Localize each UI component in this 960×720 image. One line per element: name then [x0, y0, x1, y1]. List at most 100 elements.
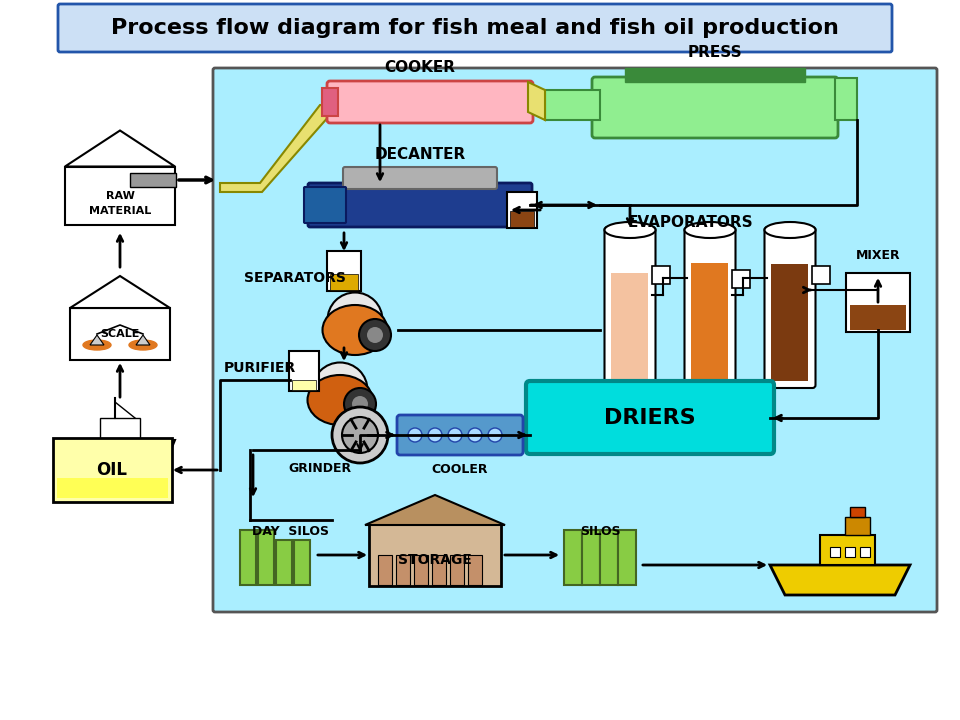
- FancyBboxPatch shape: [450, 555, 464, 585]
- Polygon shape: [90, 335, 104, 345]
- FancyBboxPatch shape: [369, 524, 501, 586]
- FancyBboxPatch shape: [526, 381, 774, 454]
- Circle shape: [488, 428, 502, 442]
- FancyBboxPatch shape: [432, 555, 446, 585]
- Polygon shape: [365, 495, 505, 525]
- FancyBboxPatch shape: [213, 68, 937, 612]
- Text: PRESS: PRESS: [687, 45, 742, 60]
- FancyBboxPatch shape: [545, 90, 600, 120]
- FancyBboxPatch shape: [845, 547, 855, 557]
- FancyBboxPatch shape: [564, 530, 582, 585]
- FancyBboxPatch shape: [820, 535, 875, 565]
- Text: DECANTER: DECANTER: [374, 147, 466, 162]
- FancyBboxPatch shape: [582, 530, 600, 585]
- FancyBboxPatch shape: [845, 517, 870, 535]
- Bar: [732, 270, 751, 288]
- Polygon shape: [65, 130, 175, 166]
- Text: Process flow diagram for fish meal and fish oil production: Process flow diagram for fish meal and f…: [111, 18, 839, 38]
- Bar: [812, 266, 830, 284]
- Circle shape: [468, 428, 482, 442]
- Circle shape: [428, 428, 442, 442]
- Circle shape: [367, 327, 383, 343]
- Text: OIL: OIL: [97, 461, 128, 479]
- FancyBboxPatch shape: [276, 540, 292, 585]
- FancyBboxPatch shape: [70, 308, 170, 360]
- Text: STORAGE: STORAGE: [398, 553, 472, 567]
- FancyBboxPatch shape: [468, 555, 482, 585]
- Polygon shape: [770, 565, 910, 595]
- Circle shape: [332, 407, 388, 463]
- FancyBboxPatch shape: [684, 227, 735, 398]
- Text: MATERIAL: MATERIAL: [89, 206, 151, 215]
- FancyBboxPatch shape: [65, 166, 175, 225]
- FancyBboxPatch shape: [304, 187, 346, 223]
- Text: DAY  SILOS: DAY SILOS: [252, 525, 328, 538]
- FancyBboxPatch shape: [625, 68, 805, 82]
- FancyBboxPatch shape: [600, 530, 618, 585]
- FancyBboxPatch shape: [327, 251, 361, 291]
- FancyBboxPatch shape: [57, 478, 168, 498]
- Circle shape: [408, 428, 422, 442]
- Circle shape: [448, 428, 462, 442]
- FancyBboxPatch shape: [397, 415, 523, 455]
- Ellipse shape: [605, 222, 656, 238]
- FancyBboxPatch shape: [850, 507, 865, 517]
- Text: SILOS: SILOS: [580, 525, 620, 538]
- Bar: [612, 274, 649, 381]
- Ellipse shape: [684, 222, 735, 238]
- Bar: [691, 263, 729, 391]
- FancyBboxPatch shape: [322, 88, 338, 116]
- Circle shape: [359, 319, 391, 351]
- FancyBboxPatch shape: [330, 274, 358, 290]
- Text: MIXER: MIXER: [855, 249, 900, 262]
- Circle shape: [342, 417, 378, 453]
- Polygon shape: [528, 82, 545, 120]
- Text: DRIERS: DRIERS: [604, 408, 696, 428]
- Polygon shape: [65, 440, 175, 465]
- Text: GRINDER: GRINDER: [288, 462, 351, 475]
- FancyBboxPatch shape: [130, 173, 176, 187]
- Ellipse shape: [83, 340, 111, 350]
- FancyBboxPatch shape: [618, 530, 636, 585]
- Bar: [653, 266, 670, 284]
- Circle shape: [344, 388, 376, 420]
- FancyBboxPatch shape: [830, 547, 840, 557]
- Text: EVAPORATORS: EVAPORATORS: [627, 215, 753, 230]
- FancyBboxPatch shape: [850, 305, 906, 330]
- Ellipse shape: [313, 362, 368, 418]
- Bar: [772, 264, 808, 381]
- FancyBboxPatch shape: [605, 227, 656, 388]
- Ellipse shape: [307, 375, 372, 425]
- FancyBboxPatch shape: [764, 227, 815, 388]
- FancyBboxPatch shape: [396, 555, 410, 585]
- FancyBboxPatch shape: [414, 555, 428, 585]
- FancyBboxPatch shape: [240, 530, 256, 585]
- Polygon shape: [136, 335, 150, 345]
- Ellipse shape: [764, 222, 815, 238]
- FancyBboxPatch shape: [835, 78, 857, 120]
- FancyBboxPatch shape: [100, 418, 140, 440]
- Text: COOKER: COOKER: [385, 60, 455, 75]
- FancyBboxPatch shape: [294, 540, 310, 585]
- Polygon shape: [220, 105, 330, 192]
- FancyBboxPatch shape: [308, 183, 532, 227]
- FancyBboxPatch shape: [292, 380, 316, 390]
- FancyBboxPatch shape: [846, 273, 910, 332]
- Ellipse shape: [129, 340, 157, 350]
- FancyBboxPatch shape: [53, 438, 172, 502]
- Text: SEPARATORS: SEPARATORS: [244, 271, 346, 285]
- Text: PURIFIER: PURIFIER: [224, 361, 296, 375]
- FancyBboxPatch shape: [343, 167, 497, 189]
- Text: RAW: RAW: [106, 192, 134, 201]
- FancyBboxPatch shape: [510, 211, 534, 227]
- FancyBboxPatch shape: [860, 547, 870, 557]
- Text: SCALE: SCALE: [100, 330, 140, 339]
- Polygon shape: [70, 276, 170, 308]
- Ellipse shape: [327, 292, 382, 348]
- Circle shape: [352, 396, 368, 412]
- Ellipse shape: [323, 305, 388, 355]
- FancyBboxPatch shape: [327, 81, 533, 123]
- FancyBboxPatch shape: [58, 4, 892, 52]
- FancyBboxPatch shape: [289, 351, 319, 391]
- FancyBboxPatch shape: [258, 530, 274, 585]
